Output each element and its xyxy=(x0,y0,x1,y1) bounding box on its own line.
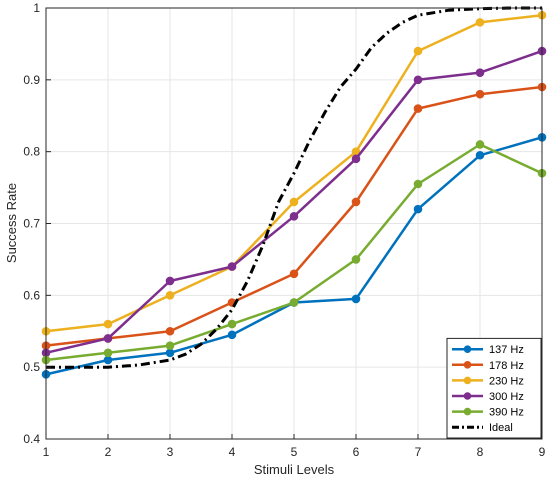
legend-label-178-hz: 178 Hz xyxy=(489,360,524,372)
y-tick-label: 0.9 xyxy=(23,73,40,87)
data-point-390-hz xyxy=(227,319,237,329)
ticks: 1 2 3 4 5 6 7 8 9 0.4 0.5 0.6 0.7 0.8 0.9 1 xyxy=(23,1,545,459)
y-tick-label: 0.8 xyxy=(23,145,40,159)
legend-marker-300-hz xyxy=(463,392,472,400)
data-point-300-hz xyxy=(227,262,237,271)
x-tick-label: 6 xyxy=(353,445,360,459)
x-tick-label: 1 xyxy=(43,445,50,459)
data-point-137-hz xyxy=(351,294,361,304)
series-line-ideal xyxy=(46,6,542,369)
x-tick-label: 8 xyxy=(477,445,484,459)
data-point-390-hz xyxy=(413,179,423,189)
data-point-137-hz xyxy=(227,330,237,340)
legend-label-ideal: Ideal xyxy=(489,422,513,434)
legend-marker-178-hz xyxy=(463,361,472,369)
data-point-137-hz xyxy=(165,348,175,358)
legend: 137 Hz 178 Hz 230 Hz 300 Hz 390 Hz Ideal xyxy=(446,337,542,439)
y-tick-label: 0.6 xyxy=(23,288,40,302)
y-tick-label: 0.4 xyxy=(23,432,40,446)
legend-box xyxy=(446,337,542,439)
data-point-230-hz xyxy=(475,18,485,27)
x-tick-label: 3 xyxy=(167,445,174,459)
data-point-178-hz xyxy=(289,269,299,279)
legend-label-137-hz: 137 Hz xyxy=(489,344,524,356)
data-point-137-hz xyxy=(475,150,485,160)
legend-label-390-hz: 390 Hz xyxy=(489,407,524,419)
x-tick-label: 2 xyxy=(105,445,112,459)
data-point-390-hz xyxy=(103,348,113,358)
x-axis-label: Stimuli Levels xyxy=(254,462,335,477)
data-point-300-hz xyxy=(475,68,485,77)
y-tick-label: 0.7 xyxy=(23,217,40,231)
data-point-178-hz xyxy=(165,326,175,336)
y-axis-label: Success Rate xyxy=(4,183,19,263)
data-point-300-hz xyxy=(289,212,299,221)
data-point-230-hz xyxy=(165,291,175,300)
data-point-300-hz xyxy=(413,75,423,85)
y-tick-label: 1 xyxy=(33,1,40,15)
data-point-300-hz xyxy=(103,334,113,343)
x-tick-label: 9 xyxy=(539,445,546,459)
x-tick-label: 7 xyxy=(415,445,422,459)
data-point-390-hz xyxy=(165,341,175,350)
data-point-178-hz xyxy=(475,89,485,99)
legend-marker-230-hz xyxy=(463,376,472,385)
y-tick-label: 0.5 xyxy=(23,360,40,374)
data-point-178-hz xyxy=(351,197,361,207)
data-point-230-hz xyxy=(103,319,113,329)
legend-label-300-hz: 300 Hz xyxy=(489,391,524,403)
legend-marker-390-hz xyxy=(463,407,472,416)
data-point-300-hz xyxy=(351,154,361,164)
x-tick-label: 5 xyxy=(291,445,298,459)
data-point-300-hz xyxy=(165,276,175,286)
data-point-137-hz xyxy=(103,355,113,365)
legend-label-230-hz: 230 Hz xyxy=(489,375,524,387)
data-point-178-hz xyxy=(413,104,423,113)
data-point-390-hz xyxy=(289,298,299,307)
data-point-230-hz xyxy=(413,46,423,56)
data-point-390-hz xyxy=(475,140,485,149)
data-point-390-hz xyxy=(351,255,361,264)
x-tick-label: 4 xyxy=(229,445,236,459)
data-point-230-hz xyxy=(289,197,299,207)
data-point-137-hz xyxy=(413,204,423,214)
legend-marker-137-hz xyxy=(463,345,472,354)
